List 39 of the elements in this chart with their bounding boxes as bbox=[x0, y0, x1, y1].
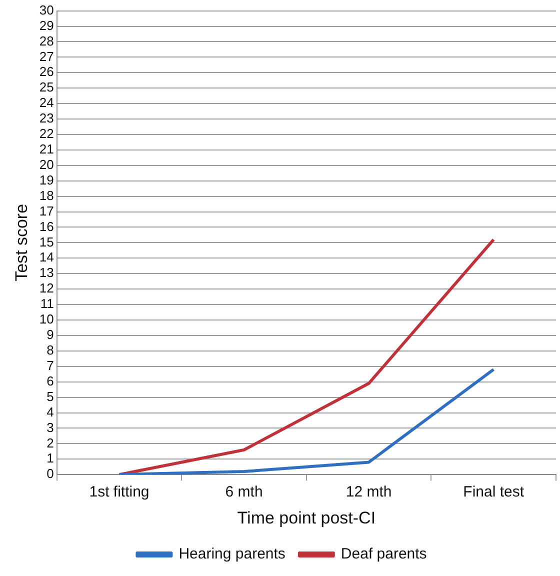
y-tick-label: 10 bbox=[39, 312, 54, 327]
legend-label: Deaf parents bbox=[340, 546, 427, 563]
x-tick-label: 1st fitting bbox=[89, 484, 150, 501]
y-tick-label: 18 bbox=[39, 188, 54, 203]
x-tick-label: Final test bbox=[463, 484, 525, 501]
y-tick-label: 25 bbox=[39, 80, 54, 95]
y-tick-label: 28 bbox=[39, 33, 54, 48]
y-tick-label: 20 bbox=[39, 156, 54, 172]
y-tick-label: 4 bbox=[46, 404, 54, 420]
y-tick-label: 1 bbox=[46, 450, 54, 466]
y-tick-label: 7 bbox=[46, 358, 54, 373]
y-tick-label: 5 bbox=[46, 388, 54, 404]
y-tick-label: 19 bbox=[39, 172, 54, 188]
y-tick-label: 12 bbox=[39, 280, 54, 296]
y-tick-label: 29 bbox=[39, 18, 54, 33]
x-tick-label: 6 mth bbox=[225, 484, 263, 501]
y-tick-label: 22 bbox=[39, 126, 54, 142]
y-tick-label: 6 bbox=[46, 373, 54, 388]
y-tick-label: 15 bbox=[39, 234, 54, 250]
y-tick-label: 14 bbox=[39, 250, 54, 265]
y-tick-label: 16 bbox=[39, 218, 54, 234]
y-tick-label: 2 bbox=[46, 435, 54, 450]
y-tick-label: 13 bbox=[39, 265, 54, 280]
y-tick-label: 23 bbox=[39, 110, 54, 126]
legend-label: Hearing parents bbox=[178, 546, 286, 563]
y-tick-label: 8 bbox=[46, 342, 54, 358]
x-tick-label: 12 mth bbox=[346, 484, 392, 501]
y-tick-label: 27 bbox=[39, 48, 54, 64]
y-tick-label: 11 bbox=[40, 296, 54, 312]
y-tick-label: 24 bbox=[39, 95, 54, 110]
y-tick-label: 21 bbox=[39, 142, 54, 157]
y-tick-label: 26 bbox=[39, 64, 54, 80]
y-tick-label: 3 bbox=[46, 420, 54, 435]
y-tick-label: 0 bbox=[46, 466, 54, 482]
x-axis-title: Time point post-CI bbox=[237, 508, 376, 528]
y-tick-label: 30 bbox=[39, 2, 54, 18]
y-tick-label: 17 bbox=[39, 203, 54, 218]
y-tick-label: 9 bbox=[46, 327, 54, 342]
y-axis-title: Test score bbox=[12, 204, 31, 282]
